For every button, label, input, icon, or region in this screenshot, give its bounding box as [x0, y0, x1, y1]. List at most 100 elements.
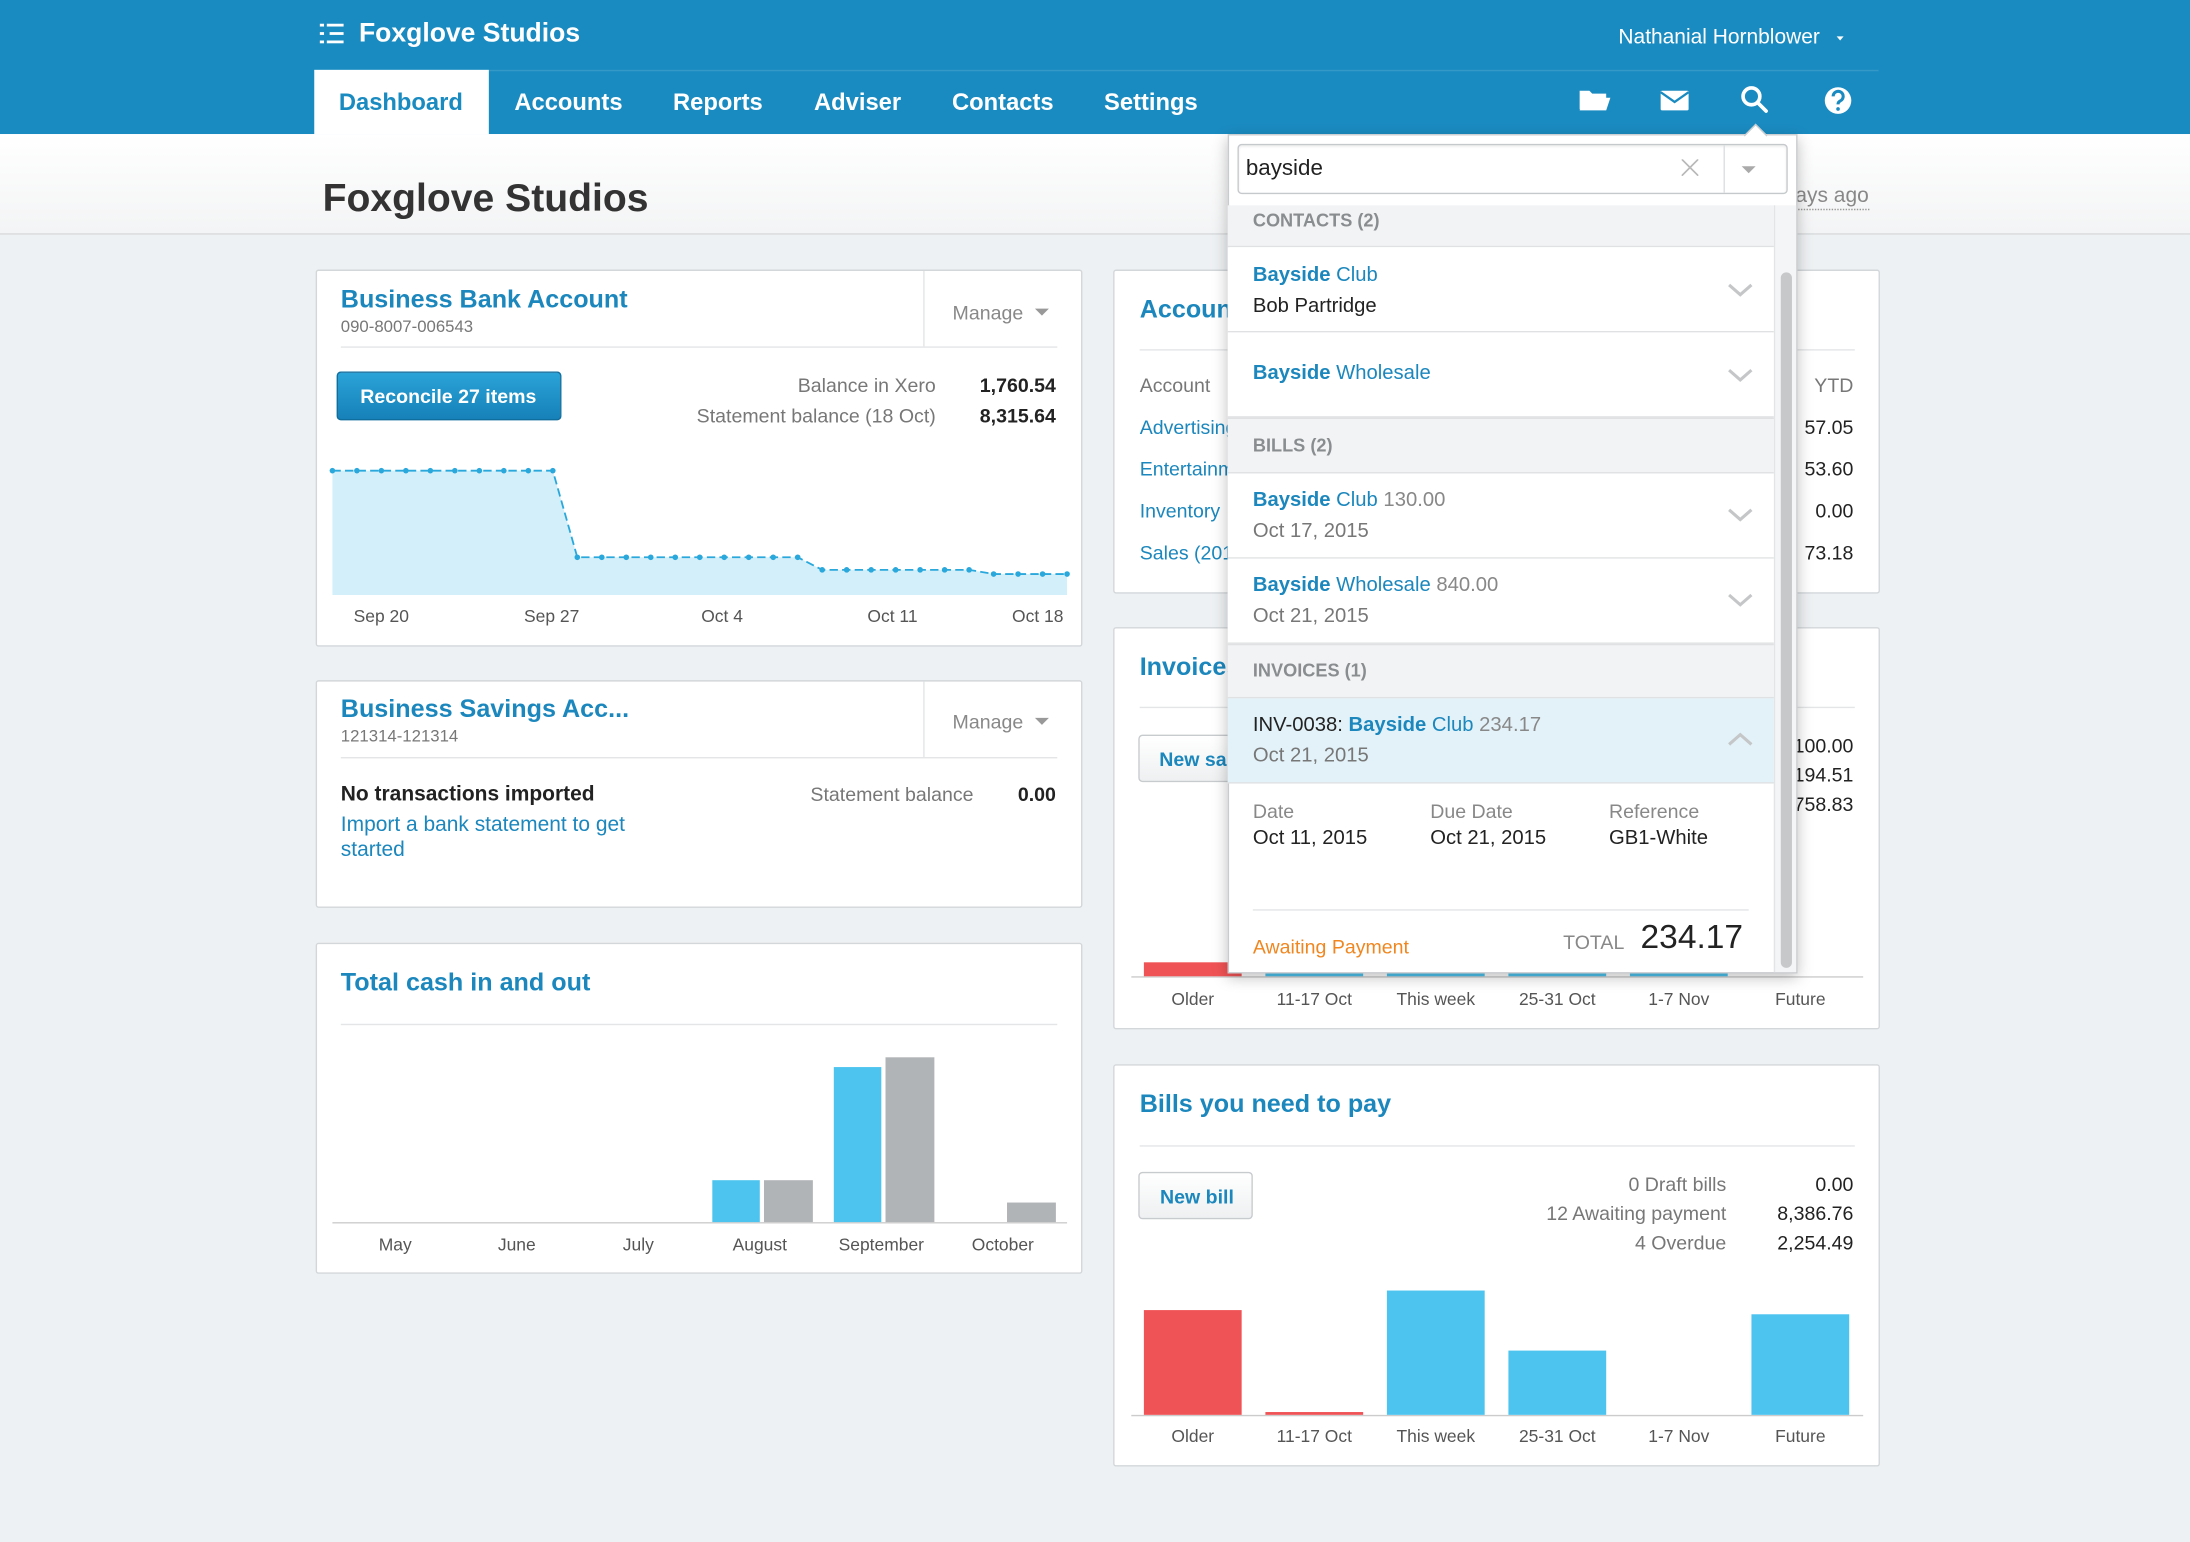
contact-name: Wholesale [1336, 574, 1431, 597]
nav-tab[interactable]: Settings [1104, 89, 1198, 116]
org-name[interactable]: Foxglove Studios [358, 18, 581, 49]
expand-chevron[interactable] [1726, 282, 1754, 299]
result-title[interactable]: Bayside Wholesale 840.00 [1253, 574, 1498, 598]
amount: 234.17 [1479, 714, 1542, 737]
group-header [1227, 643, 1774, 699]
group-header [1227, 417, 1774, 474]
mail-icon[interactable] [1660, 90, 1690, 111]
search-result[interactable] [1227, 247, 1774, 333]
search-result[interactable] [1227, 332, 1774, 418]
files-icon[interactable] [1579, 90, 1611, 111]
total-label: TOTAL [1563, 931, 1625, 954]
savings-card [315, 680, 1083, 908]
ytd-value: 57.05 [1804, 415, 1854, 439]
group-heading: BILLS (2) [1252, 434, 1333, 456]
summary-label[interactable]: 4 Overdue [1634, 1231, 1727, 1254]
invoice-number: INV-0038: [1252, 714, 1343, 737]
expand-chevron[interactable] [1726, 367, 1754, 384]
result-title[interactable]: Bayside Club [1253, 264, 1378, 288]
field-label: Due Date [1430, 799, 1513, 823]
reconcile-label: Reconcile 27 items [360, 384, 537, 408]
nav-tab[interactable]: Accounts [514, 89, 623, 116]
statement-balance: 0.00 [1017, 782, 1056, 806]
user-name[interactable]: Nathanial Hornblower [1618, 25, 1820, 49]
bills-card [1113, 1064, 1880, 1467]
field-label: Date [1252, 799, 1295, 823]
search-result[interactable] [1227, 473, 1774, 559]
card-title: Invoices [1139, 652, 1241, 681]
account-name[interactable]: Business Bank Account [340, 285, 628, 314]
x-axis-label: October [971, 1235, 1034, 1255]
reconcile-button[interactable] [336, 371, 562, 421]
x-axis-label: Oct 4 [701, 606, 743, 627]
header-icons [319, 23, 1852, 114]
expand-chevron[interactable] [1726, 730, 1754, 747]
account-name[interactable]: Business Savings Acc... [340, 694, 630, 723]
x-axis-label: August [732, 1235, 787, 1255]
x-axis-label: July [622, 1235, 654, 1255]
contact-name: Wholesale [1336, 362, 1431, 385]
field-value: Oct 11, 2015 [1252, 827, 1368, 850]
nav-tab[interactable]: Contacts [952, 89, 1054, 116]
result-detail: Oct 17, 2015 [1252, 519, 1369, 543]
dropdown-caret [1034, 308, 1049, 316]
nav-tab[interactable]: Reports [673, 89, 763, 116]
column-header: Account [1139, 373, 1211, 397]
match-text: Bayside [1252, 489, 1331, 512]
detail-divider [1252, 909, 1749, 911]
expand-chevron[interactable] [1726, 592, 1754, 609]
divider [923, 681, 925, 758]
manage-menu[interactable]: Manage [952, 301, 1024, 324]
expand-chevron[interactable] [1726, 507, 1754, 524]
match-text: Bayside [1348, 714, 1427, 737]
search-result[interactable] [1227, 558, 1774, 644]
column-header: YTD [1814, 373, 1854, 397]
page-title: Foxglove Studios [322, 176, 649, 220]
result-title[interactable]: INV-0038: Bayside Club 234.17 [1253, 714, 1541, 738]
nav-tab[interactable]: Dashboard [338, 89, 463, 116]
x-axis-label: This week [1396, 989, 1476, 1010]
total: 234.17 [1640, 918, 1744, 957]
statement-label: Statement balance (18 Oct) [696, 404, 936, 427]
search-result[interactable] [1227, 698, 1774, 784]
result-title[interactable]: Bayside Wholesale [1253, 362, 1431, 386]
import-link[interactable]: Import a bank statement to get started [340, 812, 625, 862]
x-axis-label: Oct 18 [1012, 606, 1064, 627]
x-axis-label: This week [1396, 1426, 1476, 1447]
user-caret [1836, 36, 1844, 41]
x-axis-label: Future [1775, 989, 1826, 1010]
account-link[interactable]: Sales (2015) [1139, 541, 1251, 564]
search-icon[interactable] [1741, 86, 1768, 113]
search-divider [1723, 145, 1725, 193]
group-header [1227, 205, 1774, 248]
x-axis-label: Older [1171, 989, 1215, 1010]
summary-value: 0.00 [1815, 1172, 1854, 1196]
x-axis-label: 11-17 Oct [1276, 1426, 1352, 1447]
help-icon[interactable] [1824, 87, 1852, 114]
manage-menu[interactable]: Manage [952, 710, 1024, 733]
new-bill-button[interactable] [1138, 1171, 1253, 1220]
summary-label[interactable]: 12 Awaiting payment [1546, 1201, 1727, 1225]
search-query[interactable]: bayside [1245, 156, 1323, 181]
account-link[interactable]: Inventory [1139, 499, 1221, 522]
card-title: Bills you need to pay [1139, 1089, 1392, 1118]
contact-name: Club [1336, 489, 1378, 512]
group-heading: CONTACTS (2) [1252, 209, 1380, 231]
result-title[interactable]: Bayside Club 130.00 [1253, 489, 1446, 513]
clear-icon[interactable] [1681, 159, 1699, 176]
summary-label[interactable]: 0 Draft bills [1628, 1172, 1727, 1196]
divider [1139, 1145, 1855, 1147]
contact-name: Club [1431, 714, 1474, 737]
account-link[interactable]: Advertising [1139, 415, 1237, 439]
x-axis-label: Older [1171, 1426, 1215, 1447]
card-title: Total cash in and out [340, 968, 591, 997]
ytd-value: 53.60 [1804, 457, 1854, 480]
result-detail: Bob Partridge [1252, 295, 1377, 318]
field-value: GB1-White [1608, 827, 1709, 850]
account-number: 090-8007-006543 [340, 316, 474, 337]
nav-tab[interactable]: Adviser [814, 89, 902, 116]
